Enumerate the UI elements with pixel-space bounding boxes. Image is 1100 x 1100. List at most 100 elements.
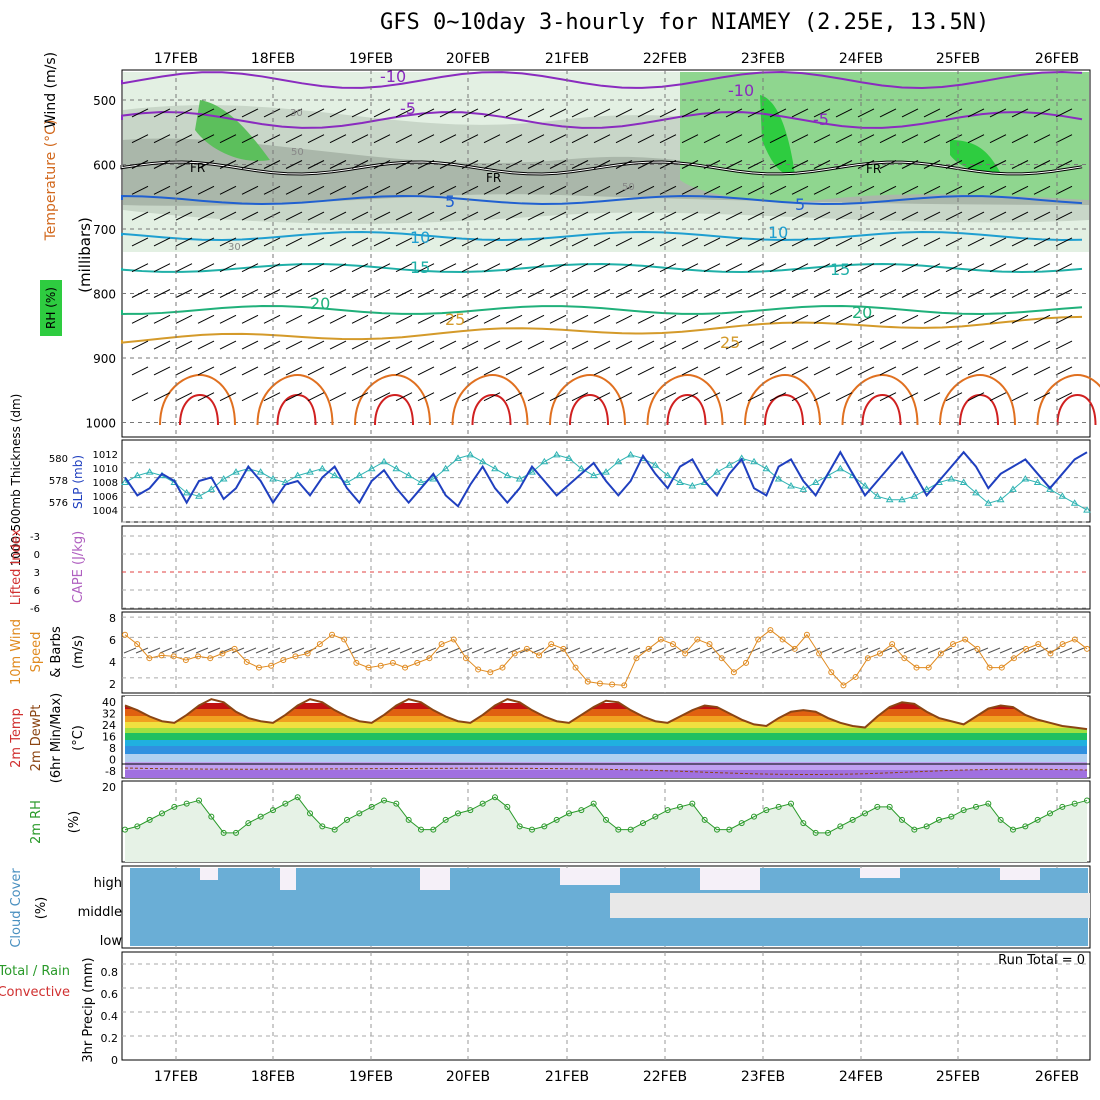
wind-barb (329, 160, 347, 169)
isotherm-line-6 (121, 315, 1083, 344)
wind-barb (725, 237, 743, 247)
isotherm-label: 5 (445, 192, 455, 211)
rh2m-point (307, 810, 313, 817)
wind-barb (1011, 237, 1029, 247)
wind-barb (967, 340, 985, 350)
rh2m-point (738, 820, 745, 827)
wind10-point (974, 645, 981, 652)
wind-barb (197, 366, 215, 376)
rh2m-point (134, 823, 141, 830)
rh2m-point (800, 820, 807, 827)
wind-barb (461, 263, 479, 273)
temp-tick-label: 16 (102, 731, 116, 744)
pressure-tick-label: 800 (93, 288, 116, 302)
wind-barb (637, 185, 655, 195)
temp2m-line (124, 698, 1088, 731)
wind10-barb (1035, 647, 1049, 654)
chart-title: GFS 0~10day 3-hourly for NIAMEY (2.25E, … (380, 10, 990, 35)
wind-barb (879, 289, 897, 298)
wind-barb (923, 108, 941, 118)
wind-barb (1055, 211, 1073, 221)
hot-contour-3 (471, 393, 512, 426)
wind-barb (131, 289, 149, 298)
wind-barb (417, 237, 435, 247)
wind-barb (703, 134, 721, 144)
thickness-point (725, 461, 734, 468)
wind-barb (1011, 134, 1029, 144)
wind10-point (255, 664, 262, 671)
wind-barb (835, 366, 853, 376)
wind10-barb (483, 647, 497, 654)
wind-barb (329, 314, 347, 324)
wind-barb (813, 392, 831, 402)
thickness-point (1046, 485, 1054, 492)
wind10-barb (1071, 647, 1085, 654)
wind-barb (219, 392, 237, 402)
wind-barb (351, 108, 369, 118)
wind10-barb (759, 647, 773, 654)
wind-barb (241, 108, 259, 118)
wind-barb (483, 340, 501, 350)
thickness-point (503, 471, 512, 479)
warm-contour-2 (354, 373, 431, 426)
wind-barb (967, 237, 985, 247)
thickness-point (466, 450, 475, 458)
cloud-unit-label: (%) (34, 897, 49, 920)
thickness-point (577, 464, 586, 472)
wind-barb (1055, 289, 1073, 298)
wind-barb (395, 289, 413, 298)
rh-legend-swatch (40, 280, 62, 336)
wind-barb (901, 160, 919, 169)
wind-barb (901, 392, 919, 402)
thickness-point (343, 478, 351, 485)
wind10-barb (207, 647, 221, 654)
wind-barb (483, 237, 501, 247)
wind10-barb (927, 647, 941, 654)
wind-barb (307, 211, 325, 221)
wind10-barb (591, 647, 605, 654)
wind-barb (153, 185, 171, 195)
wind-barb (351, 185, 369, 195)
wind-barb (989, 108, 1007, 118)
temp-tick-label: 32 (102, 708, 116, 721)
wind10-barb (651, 647, 665, 654)
rh2m-point (973, 803, 979, 810)
wind-barb (351, 392, 369, 402)
wind10-barb (387, 647, 401, 654)
wind-barb (373, 340, 391, 350)
wind-barb (923, 366, 941, 376)
wind-barb (945, 108, 963, 118)
thickness-point (1058, 492, 1067, 499)
wind10-speed-label: Speed (29, 632, 44, 673)
warm-contour-1 (256, 373, 334, 426)
panel-frame-cape (121, 525, 1091, 610)
cloud-high-gap (860, 868, 900, 878)
cloud-mid-gap (610, 893, 1090, 918)
wind-barb (329, 108, 347, 118)
dewpoint-line (124, 767, 1088, 776)
thickness-point (959, 478, 968, 485)
wind-barb (219, 314, 237, 324)
isotherm-label: 25 (445, 310, 465, 329)
wind-barb (373, 237, 391, 247)
wind-barb (615, 314, 633, 324)
wind-barb (923, 134, 941, 144)
wind-barb (285, 211, 303, 221)
wind-barb (791, 314, 809, 324)
isotherm-line-0 (121, 71, 1083, 89)
date-label-top: 19FEB (349, 51, 393, 67)
rh2m-point (233, 829, 239, 836)
wind-barb (527, 185, 545, 195)
wind-barb (637, 340, 655, 350)
wind-barb (219, 289, 237, 298)
hot-contour-4 (569, 393, 609, 426)
thickness-point (318, 464, 327, 472)
wind-barb (131, 211, 149, 221)
wind10-point (816, 650, 823, 657)
wind-barb (813, 134, 831, 144)
wind-barb (725, 289, 743, 298)
wind-barb (703, 108, 721, 118)
wind-barb (879, 314, 897, 324)
wind-barb (989, 314, 1007, 324)
rh2m-point (479, 800, 486, 807)
